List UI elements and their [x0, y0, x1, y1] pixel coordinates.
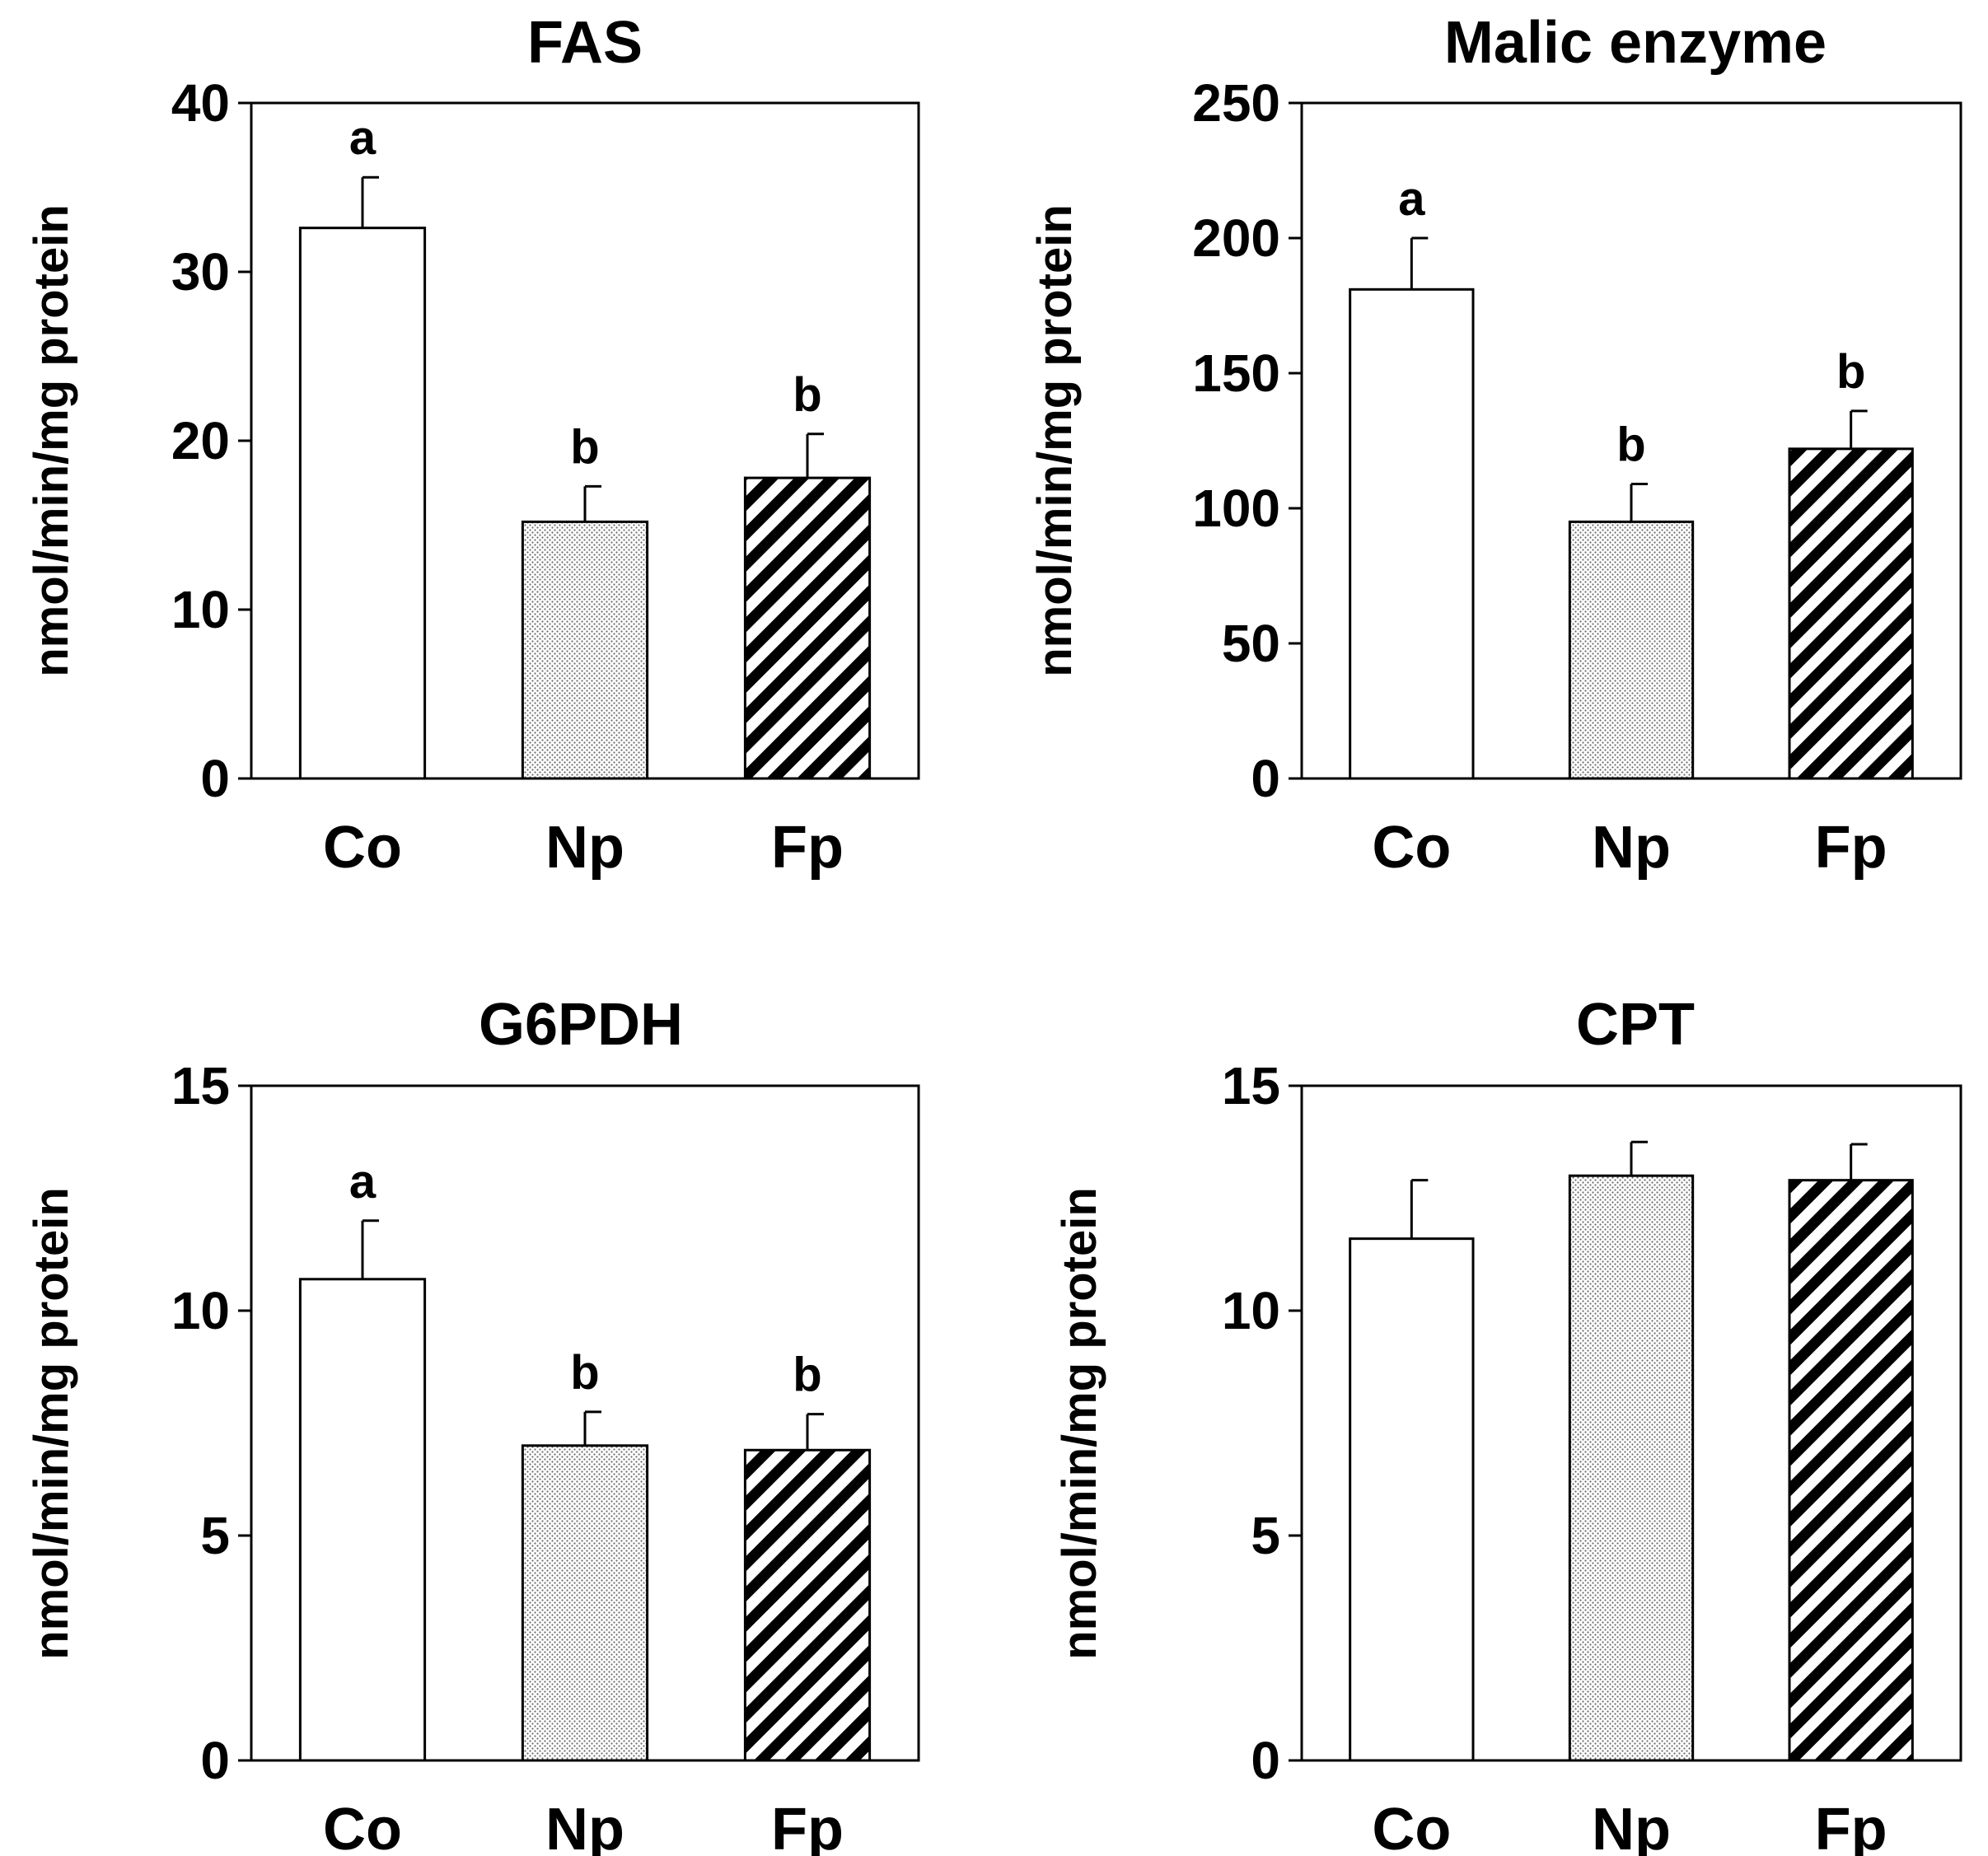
- significance-label: b: [1616, 418, 1645, 471]
- chart-title: CPT: [1576, 992, 1695, 1058]
- bar-co: [298, 1278, 427, 1762]
- significance-label: b: [793, 1349, 821, 1402]
- significance-label: b: [1836, 345, 1865, 399]
- bar-co: [1349, 1237, 1475, 1762]
- chart-panel-fas: FAS nmol/min/mg protein 0 10 20 30 40 a Co b Np b…: [25, 10, 920, 881]
- x-tick-label: Np: [1592, 1797, 1671, 1856]
- bar-fp: [1788, 1179, 1914, 1762]
- y-axis-label: nmol/min/mg protein: [1028, 204, 1082, 677]
- bar-co: [298, 227, 427, 780]
- y-axis-label: nmol/min/mg protein: [1053, 1187, 1106, 1660]
- bar-np: [1568, 1174, 1695, 1762]
- y-axis-label: nmol/min/mg protein: [25, 204, 78, 677]
- x-tick-label: Np: [545, 815, 624, 881]
- bar-fp: [1788, 447, 1914, 780]
- y-tick-label: 200: [1192, 208, 1280, 268]
- significance-label: a: [349, 1155, 377, 1209]
- y-tick-label: 15: [1222, 1056, 1280, 1115]
- significance-label: a: [1398, 172, 1425, 226]
- y-tick-label: 10: [171, 580, 230, 639]
- chart-panel-malic-enzyme: Malic enzyme nmol/min/mg protein 0 50 100 1…: [1028, 10, 1962, 881]
- y-tick-label: 30: [171, 242, 230, 302]
- x-tick-label: Co: [323, 1797, 402, 1856]
- chart-panel-cpt: CPT nmol/min/mg protein 0 5 10 15 Co Np Fp: [1053, 992, 1962, 1856]
- chart-panel-g6pdh: G6PDH nmol/min/mg protein 0 5 10 15 a Co b Np b F…: [25, 992, 920, 1856]
- bar-np: [1568, 520, 1695, 780]
- bar-co: [1349, 288, 1475, 780]
- y-tick-label: 15: [171, 1056, 230, 1115]
- significance-label: a: [349, 111, 377, 165]
- y-tick-label: 5: [1251, 1506, 1280, 1565]
- significance-label: b: [793, 368, 821, 422]
- x-tick-label: Np: [545, 1797, 624, 1856]
- y-tick-label: 100: [1192, 479, 1280, 538]
- x-tick-label: Fp: [771, 1797, 844, 1856]
- x-tick-label: Co: [1372, 1797, 1451, 1856]
- x-tick-label: Co: [323, 815, 402, 881]
- x-tick-label: Fp: [1815, 815, 1887, 881]
- y-tick-label: 10: [171, 1281, 230, 1340]
- y-tick-label: 0: [1251, 1731, 1280, 1790]
- bar-fp: [743, 1448, 872, 1762]
- bar-np: [521, 520, 649, 780]
- x-tick-label: Co: [1372, 815, 1451, 881]
- x-tick-label: Np: [1592, 815, 1671, 881]
- y-tick-label: 0: [1251, 749, 1280, 808]
- y-tick-label: 250: [1192, 73, 1280, 133]
- bar-np: [521, 1444, 649, 1762]
- y-tick-label: 5: [200, 1506, 230, 1565]
- y-axis-label: nmol/min/mg protein: [25, 1187, 78, 1660]
- y-tick-label: 150: [1192, 344, 1280, 403]
- chart-title: G6PDH: [479, 992, 683, 1058]
- chart-title: Malic enzyme: [1444, 10, 1827, 76]
- y-tick-label: 50: [1222, 614, 1280, 673]
- y-tick-label: 0: [200, 1731, 230, 1790]
- x-tick-label: Fp: [1815, 1797, 1887, 1856]
- x-tick-label: Fp: [771, 815, 844, 881]
- y-tick-label: 10: [1222, 1281, 1280, 1340]
- bar-fp: [743, 476, 872, 780]
- significance-label: b: [570, 1346, 599, 1400]
- chart-title: FAS: [527, 10, 643, 76]
- y-tick-label: 40: [171, 73, 230, 133]
- significance-label: b: [570, 420, 599, 474]
- y-tick-label: 0: [200, 749, 230, 808]
- y-tick-label: 20: [171, 411, 230, 470]
